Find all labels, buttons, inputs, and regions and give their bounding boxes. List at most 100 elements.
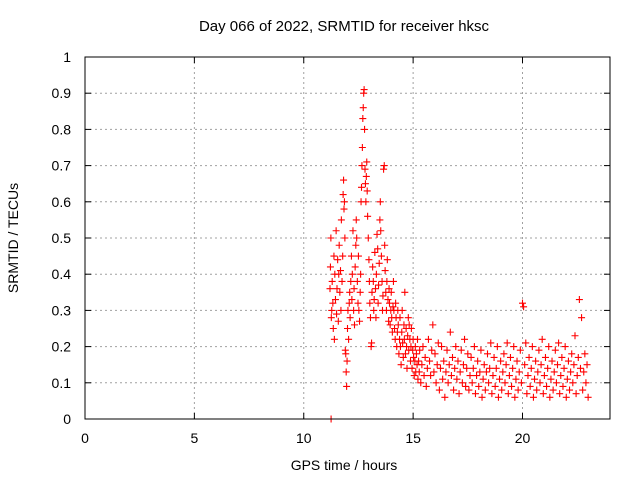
- data-point: [414, 375, 422, 383]
- data-point: [548, 357, 556, 365]
- data-point: [368, 288, 376, 296]
- data-point: [544, 364, 552, 372]
- data-point: [365, 256, 373, 264]
- data-point: [401, 350, 409, 358]
- data-point: [344, 325, 351, 332]
- data-point: [528, 343, 536, 351]
- y-tick-label: 0.9: [52, 85, 72, 101]
- data-point: [361, 165, 369, 173]
- plot-frame: [84, 56, 611, 420]
- data-point: [462, 382, 470, 390]
- y-tick-label: 1: [63, 49, 71, 65]
- data-point: [343, 357, 351, 365]
- data-point: [514, 386, 522, 394]
- data-point: [328, 306, 336, 314]
- data-point: [434, 339, 442, 347]
- data-point: [438, 343, 446, 351]
- data-point: [326, 263, 334, 271]
- data-point: [503, 339, 511, 347]
- data-point: [529, 393, 537, 401]
- data-point: [466, 372, 474, 380]
- data-point: [558, 353, 566, 361]
- data-point: [372, 314, 380, 322]
- data-point: [422, 382, 430, 390]
- data-point: [479, 375, 487, 383]
- data-point: [572, 390, 580, 398]
- data-point: [440, 357, 448, 365]
- data-point: [407, 325, 415, 332]
- y-tick-label: 0.5: [52, 230, 72, 246]
- data-point: [339, 252, 347, 260]
- data-point: [381, 241, 389, 249]
- data-point: [348, 270, 356, 278]
- data-point: [538, 335, 546, 343]
- data-point: [366, 299, 374, 307]
- data-point: [333, 310, 341, 318]
- data-point: [554, 361, 561, 369]
- data-point: [475, 382, 483, 390]
- data-point: [329, 299, 337, 307]
- data-point: [380, 162, 388, 170]
- data-point: [357, 270, 365, 278]
- data-point: [470, 343, 478, 351]
- grid-lines: [85, 57, 610, 419]
- data-point: [504, 390, 512, 398]
- data-point: [491, 382, 499, 390]
- data-point: [351, 263, 359, 271]
- data-point: [487, 339, 495, 347]
- data-point: [555, 339, 563, 347]
- data-point: [329, 325, 337, 332]
- data-point: [380, 165, 388, 173]
- data-point: [334, 256, 342, 264]
- data-point: [550, 368, 558, 376]
- data-point: [445, 361, 453, 369]
- data-point: [372, 270, 380, 278]
- data-point: [520, 303, 528, 311]
- data-point: [456, 368, 464, 376]
- data-point: [571, 332, 579, 340]
- data-point: [354, 299, 362, 307]
- data-point: [326, 285, 334, 293]
- data-point: [377, 252, 385, 260]
- y-tick-label: 0.4: [52, 266, 72, 282]
- data-point: [371, 248, 379, 256]
- data-point: [423, 364, 431, 372]
- data-point: [383, 277, 391, 285]
- data-point: [356, 317, 364, 325]
- data-point: [570, 361, 578, 369]
- data-point: [541, 353, 549, 361]
- data-point: [385, 285, 393, 293]
- data-point: [351, 321, 358, 329]
- data-point: [560, 364, 568, 372]
- data-point: [450, 386, 458, 394]
- data-point: [446, 328, 454, 336]
- data-point: [509, 364, 517, 372]
- data-point: [342, 368, 350, 376]
- data-point: [523, 390, 531, 398]
- y-tick-label: 0.3: [52, 302, 72, 318]
- data-point: [370, 306, 378, 314]
- data-point: [559, 382, 567, 390]
- data-point: [405, 321, 413, 329]
- data-point: [532, 357, 540, 365]
- data-point: [578, 314, 586, 322]
- data-point: [496, 375, 504, 383]
- data-point: [447, 372, 455, 380]
- y-tick-label: 0.7: [52, 158, 72, 174]
- data-point: [525, 353, 533, 361]
- data-point: [482, 368, 490, 376]
- data-point: [342, 350, 350, 358]
- data-point: [417, 379, 425, 387]
- data-point: [392, 299, 400, 307]
- data-point: [584, 393, 592, 401]
- data-point: [335, 241, 343, 249]
- y-tick-labels: 0 0.1 0.2 0.3 0.4 0.5 0.6 0.7 0.8 0.9 1: [52, 49, 72, 427]
- data-point: [500, 350, 508, 358]
- data-point: [576, 364, 584, 372]
- data-point: [361, 125, 369, 133]
- data-point: [327, 314, 335, 322]
- y-axis-title: SRMTID / TECUs: [5, 183, 21, 293]
- data-point: [330, 335, 338, 343]
- data-point: [433, 361, 441, 369]
